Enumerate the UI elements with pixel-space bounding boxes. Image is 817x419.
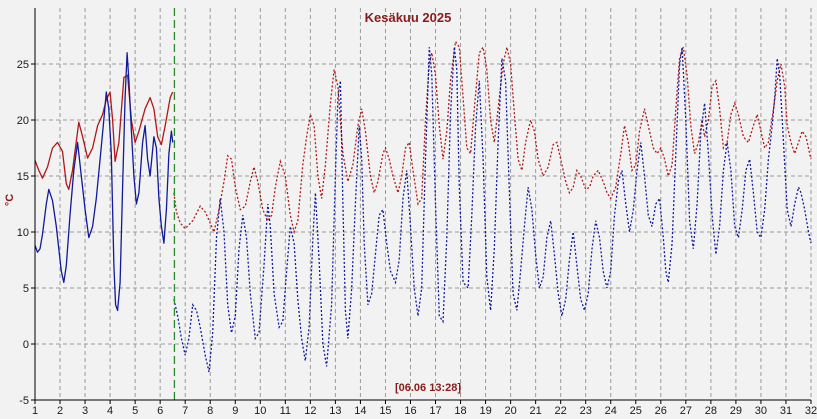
- x-tick-label: 18: [454, 405, 466, 417]
- chart-title: Kesäkuu 2025: [365, 10, 452, 25]
- upper-series-observed-line: [34, 74, 174, 191]
- x-tick-label: 14: [354, 405, 366, 417]
- y-tick-label: 15: [17, 171, 29, 183]
- y-axis-label: °C: [4, 194, 16, 206]
- x-tick-label: 15: [379, 405, 391, 417]
- x-tick-label: 23: [580, 405, 592, 417]
- x-tick-label: 10: [254, 405, 266, 417]
- x-tick-label: 27: [680, 405, 692, 417]
- series-lines: [34, 39, 812, 373]
- x-tick-label: 17: [429, 405, 441, 417]
- x-tick-label: 7: [182, 405, 188, 417]
- x-tick-label: 16: [404, 405, 416, 417]
- lower-series-forecast-line: [173, 47, 812, 373]
- x-tick-label: 21: [530, 405, 542, 417]
- x-tick-label: 20: [504, 405, 516, 417]
- y-tick-label: 5: [23, 283, 29, 295]
- y-tick-label: 25: [17, 59, 29, 71]
- x-tick-label: 6: [157, 405, 163, 417]
- x-tick-label: 28: [705, 405, 717, 417]
- x-tick-label: 25: [630, 405, 642, 417]
- x-tick-label: 13: [329, 405, 341, 417]
- x-tick-label: 11: [280, 405, 291, 417]
- x-tick-label: 24: [605, 405, 617, 417]
- x-tick-label: 19: [479, 405, 491, 417]
- x-tick-label: 22: [555, 405, 567, 417]
- lower-series-observed-line: [34, 52, 174, 312]
- x-tick-label: 29: [730, 405, 742, 417]
- x-tick-label: 31: [780, 405, 792, 417]
- y-tick-label: 10: [17, 227, 29, 239]
- x-tick-label: 8: [207, 405, 213, 417]
- x-tick-label: 12: [304, 405, 316, 417]
- x-tick-label: 26: [655, 405, 667, 417]
- y-axis-ticks: -5 0 5 10 15 20 25: [17, 59, 35, 407]
- x-tick-label: 30: [755, 405, 767, 417]
- x-tick-label: 1: [32, 405, 38, 417]
- x-axis-ticks: 1 2 3 4 5 6 7 8 9 10 11 12 13 14 15 16 17 18 19 20 21 22 23 24 2…: [32, 400, 817, 417]
- x-tick-label: 4: [107, 405, 113, 417]
- x-tick-label: 2: [57, 405, 63, 417]
- x-tick-label: 5: [132, 405, 138, 417]
- timestamp-label: [06.06 13:28]: [395, 382, 461, 394]
- x-tick-label: 3: [82, 405, 88, 417]
- y-tick-label: 20: [17, 115, 29, 127]
- x-tick-label: 9: [232, 405, 238, 417]
- y-tick-label: -5: [19, 395, 29, 407]
- y-tick-label: 0: [23, 339, 29, 351]
- x-tick-label: 32: [805, 405, 817, 417]
